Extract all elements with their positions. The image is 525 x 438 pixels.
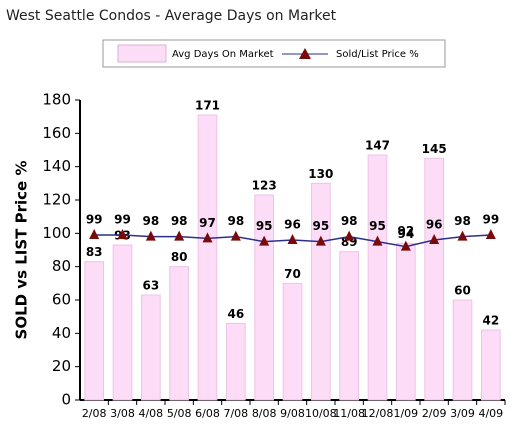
line-value-label: 95 bbox=[256, 219, 273, 233]
bar-value-label: 123 bbox=[252, 179, 277, 193]
x-tick-label: 3/08 bbox=[110, 407, 135, 420]
x-tick-label: 3/09 bbox=[450, 407, 475, 420]
bar-value-label: 171 bbox=[195, 99, 220, 113]
line-value-label: 99 bbox=[114, 213, 131, 227]
x-tick-label: 2/09 bbox=[422, 407, 447, 420]
line-marker bbox=[230, 230, 241, 241]
legend-label: Avg Days On Market bbox=[172, 49, 274, 60]
line-marker bbox=[315, 235, 326, 246]
line-marker bbox=[485, 229, 496, 239]
line-value-label: 98 bbox=[171, 214, 188, 228]
y-tick-label: 80 bbox=[52, 257, 71, 275]
x-tick-label: 8/08 bbox=[252, 407, 277, 420]
legend-marker bbox=[299, 48, 311, 59]
x-tick-label: 1/09 bbox=[393, 407, 418, 420]
y-tick-label: 100 bbox=[42, 224, 71, 242]
x-tick-label: 10/08 bbox=[305, 407, 337, 420]
x-tick-label: 9/08 bbox=[280, 407, 305, 420]
line-value-label: 98 bbox=[341, 214, 358, 228]
bar-value-label: 80 bbox=[171, 250, 188, 264]
line-marker bbox=[145, 230, 156, 241]
x-tick-label: 12/08 bbox=[362, 407, 394, 420]
line-marker bbox=[344, 230, 355, 241]
bar-value-label: 145 bbox=[422, 142, 447, 156]
bar-value-label: 46 bbox=[227, 307, 244, 321]
x-tick-label: 4/09 bbox=[478, 407, 503, 420]
bar bbox=[140, 294, 161, 401]
bar bbox=[254, 194, 275, 401]
line-marker bbox=[259, 235, 270, 246]
x-tick-label: 7/08 bbox=[223, 407, 248, 420]
line-marker bbox=[287, 234, 298, 244]
x-tick-label: 5/08 bbox=[167, 407, 192, 420]
line-value-label: 97 bbox=[199, 216, 216, 230]
chart-title: West Seattle Condos - Average Days on Ma… bbox=[6, 8, 337, 24]
x-tick-label: 6/08 bbox=[195, 407, 220, 420]
bar bbox=[225, 322, 246, 401]
bar-value-label: 60 bbox=[454, 284, 471, 298]
line-marker bbox=[174, 230, 185, 241]
x-tick-label: 4/08 bbox=[138, 407, 163, 420]
bar bbox=[282, 282, 303, 401]
legend-label: Sold/List Price % bbox=[336, 49, 419, 60]
bar bbox=[310, 182, 331, 401]
bar-value-label: 130 bbox=[308, 167, 333, 181]
x-tick-label: 2/08 bbox=[82, 407, 107, 420]
bar bbox=[395, 242, 416, 401]
y-tick-label: 160 bbox=[42, 124, 71, 142]
bar-value-label: 42 bbox=[482, 314, 499, 328]
line-marker bbox=[89, 229, 100, 239]
line-value-label: 95 bbox=[312, 219, 329, 233]
line-value-label: 99 bbox=[482, 213, 499, 227]
y-tick-label: 140 bbox=[42, 157, 71, 175]
y-tick-label: 60 bbox=[52, 291, 71, 309]
x-tick-label: 11/08 bbox=[333, 407, 365, 420]
bar-value-label: 70 bbox=[284, 267, 301, 281]
line-value-label: 98 bbox=[142, 214, 159, 228]
bar bbox=[367, 154, 388, 401]
bar bbox=[452, 299, 473, 401]
line-value-label: 96 bbox=[426, 218, 443, 232]
bar-value-label: 63 bbox=[142, 279, 159, 293]
line-marker bbox=[202, 232, 213, 243]
line-marker bbox=[457, 230, 468, 241]
bar bbox=[169, 266, 190, 401]
bar bbox=[480, 329, 501, 401]
legend-swatch bbox=[117, 44, 167, 63]
y-axis-label: SOLD vs LIST Price % bbox=[13, 161, 31, 340]
line-value-label: 99 bbox=[86, 213, 103, 227]
y-tick-label: 20 bbox=[52, 357, 71, 375]
bar bbox=[424, 157, 445, 401]
y-tick-label: 0 bbox=[61, 391, 71, 409]
line-value-label: 92 bbox=[397, 224, 414, 238]
line-value-label: 96 bbox=[284, 218, 301, 232]
y-tick-label: 40 bbox=[52, 324, 71, 342]
line-marker bbox=[400, 240, 411, 251]
line-marker bbox=[429, 234, 440, 244]
bar-value-label: 94 bbox=[397, 227, 414, 241]
bar-value-label: 83 bbox=[86, 245, 103, 259]
line-value-label: 98 bbox=[227, 214, 244, 228]
line-marker bbox=[117, 229, 128, 239]
bar bbox=[339, 251, 360, 401]
line-value-label: 98 bbox=[454, 214, 471, 228]
y-tick-label: 180 bbox=[42, 91, 71, 109]
line-marker bbox=[372, 235, 383, 246]
bar-value-label: 147 bbox=[365, 139, 390, 153]
bar bbox=[84, 261, 105, 401]
bar bbox=[197, 114, 218, 401]
bar-value-label: 89 bbox=[341, 235, 358, 249]
bar bbox=[112, 244, 133, 401]
line-value-label: 95 bbox=[369, 219, 386, 233]
y-tick-label: 120 bbox=[42, 191, 71, 209]
